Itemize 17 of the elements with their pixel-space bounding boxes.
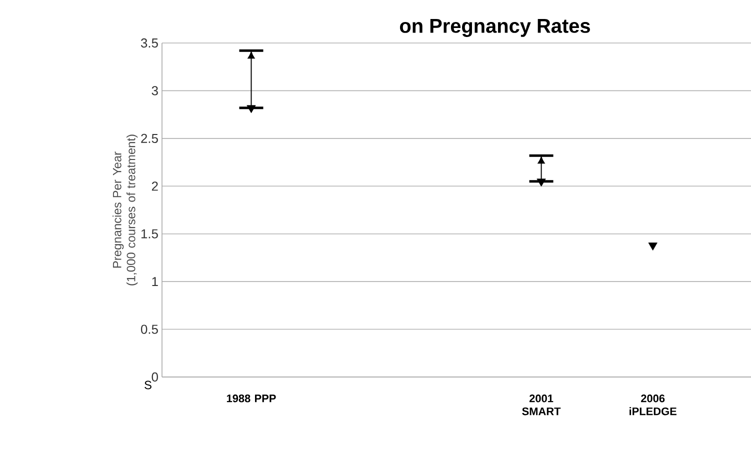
x-tick-label: 2001 SMART [522,394,561,416]
x-tick-label: 2006 iPLEDGE [630,394,676,416]
y-tick-label: 3 [152,86,158,96]
y-tick-label: 0 [152,372,158,382]
point [536,178,546,187]
y-tick-label: 1 [152,277,158,286]
point [246,105,256,114]
point [648,242,658,251]
y-tick-label: 2.5 [141,134,158,144]
y-tick-label: 3.5 [140,38,158,48]
x-tick-label: 1988 PPP [226,394,276,402]
text: S [144,380,152,390]
chart-title: on Pregnancy Rates [400,19,590,37]
y-tick-label: 2 [152,182,158,191]
y-axis-title: Pregnancies Per Year (1,000 courses of treatment) [112,134,138,286]
y-tick-label: 1.5 [141,229,158,238]
y-tick-label: 0.5 [140,324,158,334]
